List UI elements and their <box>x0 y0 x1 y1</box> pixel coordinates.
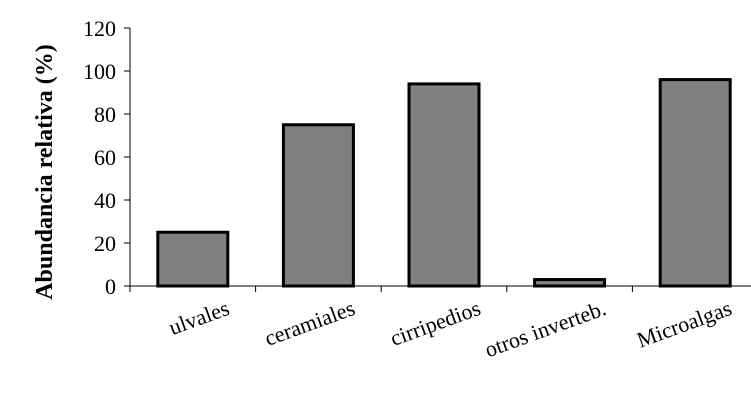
category-label: Microalgas <box>633 295 735 352</box>
category-label: otros inverteb. <box>481 295 609 362</box>
y-tick-label: 20 <box>94 231 116 256</box>
category-label: cirripedios <box>387 295 484 351</box>
y-tick-label: 0 <box>105 274 116 299</box>
y-tick-label: 60 <box>94 145 116 170</box>
bar-ulvales <box>156 230 230 288</box>
y-tick-label: 100 <box>83 59 116 84</box>
y-tick-label: 120 <box>83 16 116 41</box>
y-tick-label: 80 <box>94 102 116 127</box>
y-axis: 0 20 40 60 80 100 120 <box>83 16 131 299</box>
y-tick-label: 40 <box>94 188 116 213</box>
category-label: ulvales <box>165 295 232 340</box>
bar-ceramiales <box>281 123 355 288</box>
bar-microalgas <box>658 78 732 288</box>
bar-cirripedios <box>407 82 481 288</box>
y-axis-title: Abundancia relativa (%) <box>32 44 58 300</box>
bars <box>156 78 732 288</box>
category-label: ceramiales <box>261 295 358 351</box>
bar-otros-inverteb- <box>533 278 607 288</box>
